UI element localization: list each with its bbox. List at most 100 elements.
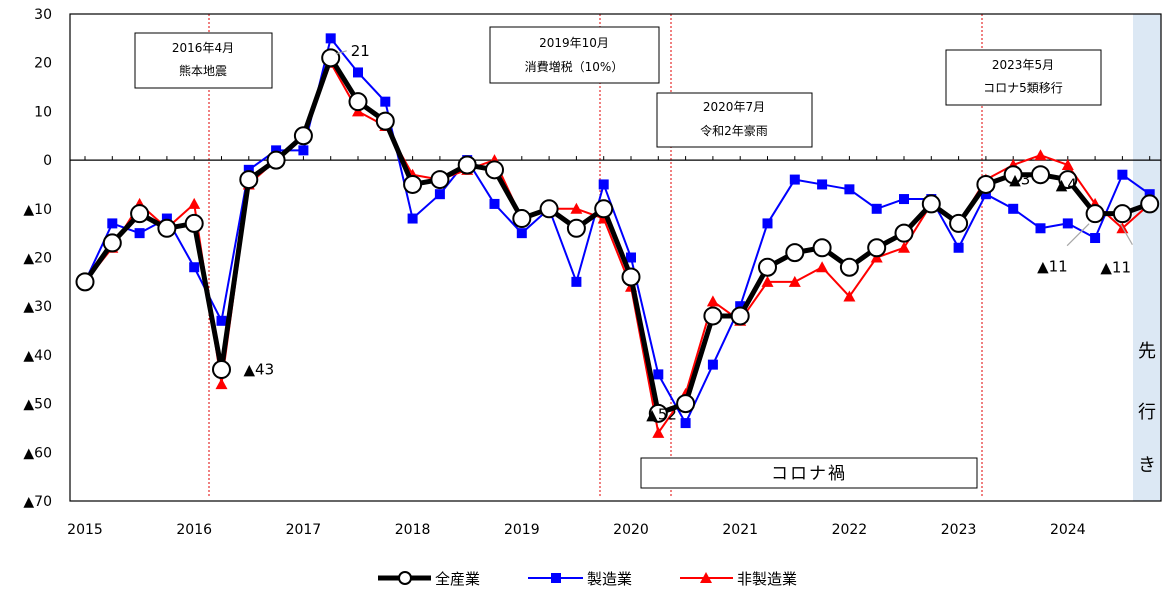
label-leader: [1119, 223, 1133, 245]
x-tick-label: 2015: [67, 522, 103, 538]
data-point: [758, 257, 777, 277]
data-point: [1140, 194, 1160, 214]
x-tick-label: 2022: [832, 522, 868, 538]
data-point: [1061, 158, 1074, 170]
data-point: [817, 179, 828, 190]
event-name: 令和2年豪雨: [700, 123, 768, 138]
y-tick-label: ▲20: [23, 251, 52, 267]
data-point: [980, 189, 991, 200]
data-point: [215, 378, 228, 390]
y-tick-label: 10: [34, 104, 52, 120]
data-point: [130, 204, 150, 224]
data-point: [1031, 165, 1050, 185]
legend-item: 全産業: [378, 570, 480, 588]
data-point: [457, 155, 477, 175]
data-point: [571, 276, 582, 287]
event-box: 2023年5月 コロナ5類移行: [945, 49, 1102, 106]
data-point: [648, 403, 668, 423]
data-point: [512, 209, 532, 229]
series-line: [84, 37, 1151, 425]
data-point: [75, 272, 95, 292]
data-point: [566, 218, 586, 238]
x-tick-label: 2024: [1050, 522, 1086, 538]
x-tick-label: 2021: [722, 522, 758, 538]
data-point: [921, 194, 941, 214]
data-point: [761, 275, 774, 287]
x-tick-label: 2018: [395, 522, 431, 538]
y-tick-label: 20: [34, 56, 52, 72]
data-point: [434, 189, 445, 200]
data-point: [516, 228, 527, 239]
data-point: [271, 145, 282, 156]
data-point: [570, 202, 583, 214]
data-point: [676, 394, 696, 414]
data-point: [1034, 149, 1047, 161]
x-tick-label: 2017: [286, 522, 322, 538]
data-point: [1144, 189, 1155, 200]
x-tick-label: 2020: [613, 522, 649, 538]
data-point: [1058, 170, 1078, 190]
data-point: [239, 170, 259, 190]
data-point: [788, 275, 801, 287]
data-point: [1085, 204, 1105, 224]
data-point: [184, 213, 204, 233]
series-1: [80, 33, 1155, 429]
data-point: [353, 67, 363, 78]
data-point: [321, 48, 341, 68]
series-layer: [75, 33, 1160, 438]
data-point: [134, 228, 145, 239]
data-point: [626, 252, 636, 263]
legend: 全産業 製造業 非製造業: [378, 570, 797, 588]
data-point: [843, 290, 856, 302]
event-date: 2023年5月: [992, 58, 1054, 72]
data-point: [1090, 233, 1101, 244]
data-label: ▲52: [646, 405, 677, 423]
y-tick-label: ▲60: [23, 445, 52, 461]
forecast-char: 行: [1138, 402, 1156, 423]
series-line: [82, 55, 1151, 416]
data-point: [1003, 165, 1023, 185]
legend-label: 非製造業: [737, 570, 797, 588]
forecast-shading: [1133, 14, 1161, 501]
data-point: [703, 306, 723, 326]
data-point: [894, 223, 914, 243]
data-point: [403, 174, 423, 194]
legend-label: 全産業: [435, 570, 480, 588]
label-leader: [335, 50, 347, 55]
data-point: [730, 306, 750, 326]
y-tick-label: ▲30: [23, 299, 52, 315]
data-point: [161, 213, 172, 224]
data-point: [1112, 204, 1132, 224]
label-leader: [1066, 223, 1090, 247]
y-tick-label: 30: [34, 7, 52, 23]
data-point: [1117, 169, 1128, 180]
data-point: [212, 360, 231, 380]
data-point: [949, 213, 969, 233]
event-name: 熊本地震: [179, 63, 227, 78]
data-point: [706, 295, 719, 307]
data-point: [375, 111, 395, 131]
data-point: [1008, 203, 1019, 214]
data-point: [871, 203, 882, 214]
plot-frame: [69, 13, 1162, 502]
data-point: [653, 369, 664, 380]
event-box: 2020年7月 令和2年豪雨: [656, 92, 813, 148]
data-point: [430, 170, 450, 190]
y-tick-label: ▲10: [23, 202, 52, 218]
event-box: 2016年4月 熊本地震: [134, 32, 273, 89]
data-point: [102, 233, 122, 253]
data-point: [816, 261, 829, 273]
event-date: 2019年10月: [539, 36, 609, 50]
event-box: 2019年10月 消費増税（10%）: [489, 26, 660, 84]
data-point: [839, 257, 859, 277]
forecast-char: 先: [1138, 341, 1156, 362]
data-point: [157, 218, 177, 238]
y-tick-label: 0: [43, 153, 52, 169]
series-0: [75, 48, 1160, 423]
data-point: [789, 174, 800, 185]
y-tick-label: ▲40: [23, 348, 52, 364]
data-label: ▲11: [1037, 258, 1068, 276]
legend-item: 非製造業: [680, 570, 797, 588]
data-point: [898, 241, 910, 253]
